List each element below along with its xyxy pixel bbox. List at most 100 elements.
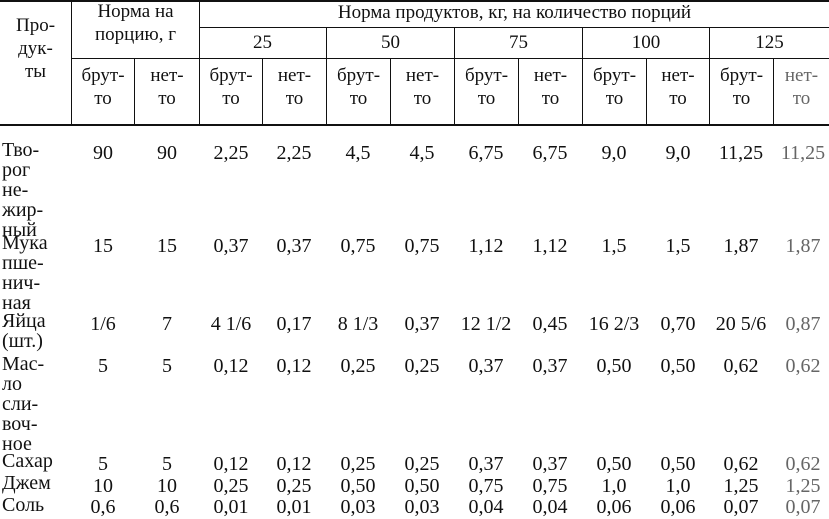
- gross-header: брут- то: [209, 65, 253, 109]
- table-cell: 0,25: [404, 453, 440, 475]
- table-cell: 0,50: [660, 453, 696, 475]
- col-divider: [709, 27, 710, 125]
- norm-per-portion-header: Норма на порцию, г: [95, 1, 176, 45]
- table-cell: 1/6: [90, 313, 116, 335]
- table-cell: 5: [162, 453, 172, 475]
- table-cell: 5: [98, 355, 108, 377]
- product-name: Джем: [2, 472, 51, 494]
- net-header: нет- то: [277, 65, 312, 109]
- table-cell: 0,50: [596, 453, 632, 475]
- table-cell: 0,87: [785, 313, 821, 335]
- col-divider: [454, 27, 455, 125]
- table-cell: 0,70: [660, 313, 696, 335]
- gross-header: брут- то: [336, 65, 381, 109]
- table-cell: 0,07: [785, 496, 821, 518]
- table-cell: 0,04: [468, 496, 504, 518]
- table-cell: 0,17: [276, 313, 312, 335]
- table-cell: 0,12: [213, 355, 249, 377]
- table-cell: 4 1/6: [210, 313, 252, 335]
- table-cell: 10: [93, 475, 113, 497]
- table-cell: 1,5: [665, 235, 691, 257]
- table-cell: 0,37: [213, 235, 249, 257]
- table-cell: 5: [98, 453, 108, 475]
- table-cell: 1,87: [723, 235, 759, 257]
- table-cell: 11,25: [718, 142, 764, 164]
- table-cell: 0,75: [532, 475, 568, 497]
- table-cell: 0,25: [340, 355, 376, 377]
- gross-header: брут- то: [81, 65, 125, 109]
- table-cell: 0,75: [340, 235, 376, 257]
- col-divider: [262, 58, 263, 125]
- portion-row-rule: [199, 27, 829, 28]
- portion-count-75: 75: [509, 32, 528, 53]
- table-cell: 12 1/2: [460, 313, 512, 335]
- portion-count-50: 50: [381, 32, 400, 53]
- table-cell: 4,5: [409, 142, 435, 164]
- table-cell: 0,50: [596, 355, 632, 377]
- table-cell: 9,0: [665, 142, 691, 164]
- portion-count-25: 25: [253, 32, 272, 53]
- table-cell: 7: [162, 313, 172, 335]
- table-cell: 6,75: [532, 142, 568, 164]
- table-cell: 0,25: [340, 453, 376, 475]
- product-name: Мука пше- нич- ная: [2, 232, 48, 314]
- table-cell: 1,25: [723, 475, 759, 497]
- product-name: Яйца (шт.): [2, 310, 46, 352]
- col-divider: [134, 58, 135, 125]
- table-cell: 11,25: [780, 142, 826, 164]
- net-header: нет- то: [405, 65, 440, 109]
- table-cell: 0,37: [532, 453, 568, 475]
- col-divider: [518, 58, 519, 125]
- col-divider: [773, 58, 774, 125]
- net-header: нет- то: [661, 65, 695, 109]
- table-cell: 15: [93, 235, 113, 257]
- table-cell: 1,5: [601, 235, 627, 257]
- table-cell: 16 2/3: [588, 313, 640, 335]
- table-cell: 0,25: [404, 355, 440, 377]
- table-cell: 1,0: [665, 475, 691, 497]
- table-cell: 2,25: [276, 142, 312, 164]
- header-top-rule: [0, 0, 829, 2]
- col-divider: [646, 58, 647, 125]
- product-name: Мас- ло сли- воч- ное: [2, 353, 45, 455]
- table-cell: 0,25: [276, 475, 312, 497]
- table-cell: 0,50: [404, 475, 440, 497]
- table-cell: 2,25: [213, 142, 249, 164]
- table-cell: 0,62: [785, 355, 821, 377]
- table-cell: 1,12: [468, 235, 504, 257]
- col-divider: [71, 0, 72, 125]
- table-cell: 0,06: [660, 496, 696, 518]
- table-cell: 1,87: [785, 235, 821, 257]
- table-cell: 0,75: [468, 475, 504, 497]
- table-cell: 0,03: [404, 496, 440, 518]
- table-cell: 0,45: [532, 313, 568, 335]
- col-divider: [390, 58, 391, 125]
- table-cell: 90: [157, 142, 177, 164]
- table-cell: 0,37: [532, 355, 568, 377]
- table-cell: 0,6: [154, 496, 180, 518]
- portion-count-125: 125: [755, 32, 784, 53]
- table-cell: 0,06: [596, 496, 632, 518]
- table-cell: 0,50: [340, 475, 376, 497]
- table-cell: 0,37: [276, 235, 312, 257]
- table-cell: 1,12: [532, 235, 568, 257]
- table-cell: 1,0: [601, 475, 627, 497]
- col-divider: [199, 0, 200, 125]
- net-header: нет- то: [784, 65, 819, 109]
- subheader-rule: [72, 58, 829, 59]
- table-cell: 0,12: [276, 453, 312, 475]
- table-cell: 0,37: [468, 355, 504, 377]
- table-cell: 4,5: [345, 142, 371, 164]
- table-cell: 0,62: [723, 453, 759, 475]
- table-cell: 0,25: [213, 475, 249, 497]
- table-cell: 0,07: [723, 496, 759, 518]
- table-cell: 0,12: [213, 453, 249, 475]
- net-header: нет- то: [533, 65, 568, 109]
- table-cell: 1,25: [785, 475, 821, 497]
- net-header: нет- то: [150, 65, 184, 109]
- table-cell: 10: [157, 475, 177, 497]
- table-cell: 0,04: [532, 496, 568, 518]
- table-cell: 6,75: [468, 142, 504, 164]
- col-divider: [582, 27, 583, 125]
